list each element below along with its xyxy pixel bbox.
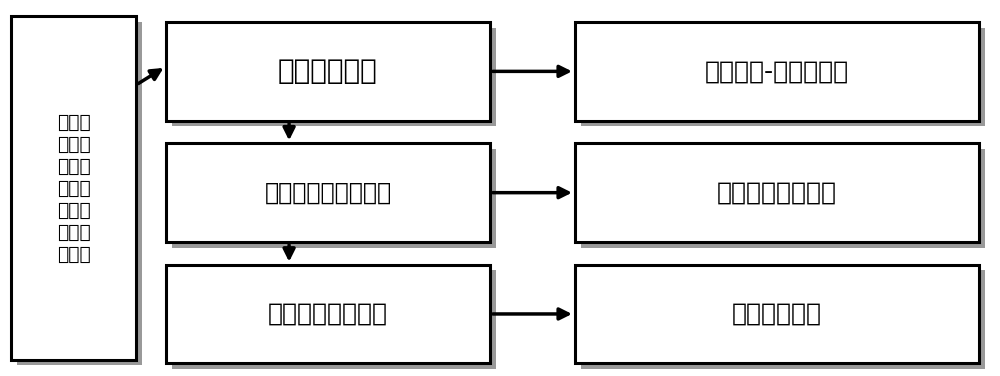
Text: 活性炭吸附氡气测量: 活性炭吸附氡气测量 (264, 180, 392, 205)
Bar (581, 27, 985, 126)
Bar (166, 264, 490, 364)
Bar (581, 149, 985, 248)
Bar (17, 22, 142, 365)
Text: 圈定氧化-还原过渡带: 圈定氧化-还原过渡带 (705, 59, 849, 83)
Bar (172, 27, 496, 126)
Bar (575, 264, 979, 364)
Bar (172, 270, 496, 369)
Text: 土壤微量元素测量: 土壤微量元素测量 (268, 302, 388, 326)
Bar (575, 143, 979, 242)
Text: 圈定找矿靶区: 圈定找矿靶区 (732, 302, 822, 326)
Bar (581, 270, 985, 369)
Text: 选择氧化带前锋线: 选择氧化带前锋线 (717, 180, 837, 205)
Text: 航空磁法测量: 航空磁法测量 (278, 58, 378, 85)
Text: 基于多
空间尺
度的砂
岩型铀
矿成矿
靶区圈
定方法: 基于多 空间尺 度的砂 岩型铀 矿成矿 靶区圈 定方法 (57, 112, 91, 264)
Bar (172, 149, 496, 248)
Bar (11, 16, 136, 360)
Bar (166, 143, 490, 242)
Bar (575, 22, 979, 121)
Bar (166, 22, 490, 121)
